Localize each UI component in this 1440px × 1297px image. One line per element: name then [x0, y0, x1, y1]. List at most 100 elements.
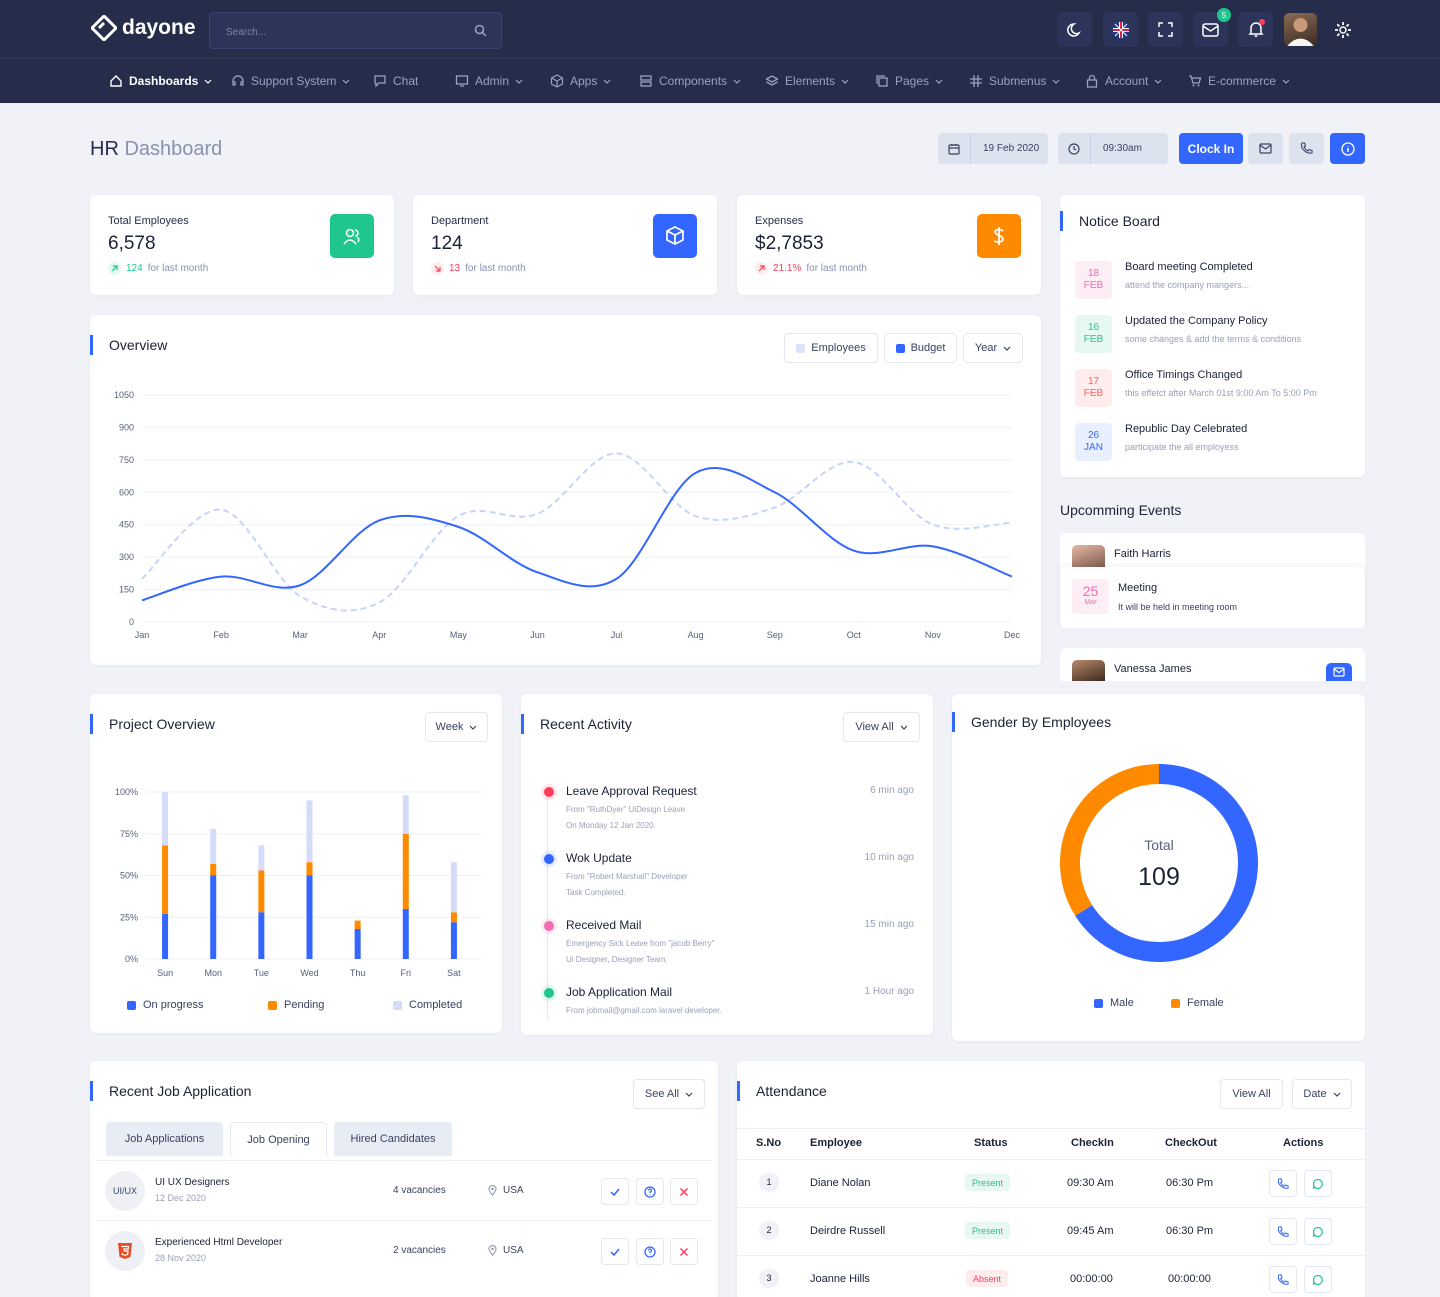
users-icon	[330, 214, 374, 258]
job-row[interactable]: UI/UX UI UX Designers 12 Dec 2020 4 vacanci…	[96, 1160, 712, 1220]
tab-job-opening[interactable]: Job Opening	[230, 1122, 327, 1156]
recent-activity-title: Recent Activity	[521, 714, 632, 734]
legend-completed: Completed	[393, 999, 462, 1011]
project-bar-pending	[450, 912, 457, 923]
message-button[interactable]	[1304, 1170, 1332, 1197]
phone-icon	[1277, 1273, 1289, 1286]
arrow-down-icon	[431, 262, 444, 275]
event-meeting-card[interactable]: 25 Mar Meeting It will be held in meetin…	[1060, 567, 1365, 628]
stat-change-suffix: for last month	[806, 263, 867, 274]
approve-button[interactable]	[601, 1238, 629, 1265]
nav-item-dashboards[interactable]: Dashboards	[109, 72, 212, 90]
attendance-view-all-button[interactable]: View All	[1220, 1079, 1283, 1109]
activity-title[interactable]: Leave Approval Request	[566, 784, 697, 798]
notification-dot	[1259, 19, 1265, 25]
nav-item-pages[interactable]: Pages	[875, 72, 943, 90]
week-select[interactable]: Week	[425, 712, 488, 742]
jobs-see-all-button[interactable]: See All	[633, 1079, 705, 1109]
clock-in-button[interactable]: Clock In	[1179, 133, 1243, 164]
notice-day: 17	[1087, 376, 1100, 387]
notice-item[interactable]: 16 FEB Updated the Company Policy some chan…	[1075, 313, 1365, 357]
nav-item-support-system[interactable]: Support System	[231, 72, 350, 90]
attendance-row[interactable]: 2 Deirdre Russell Present 09:45 Am 06:30 Pm	[737, 1207, 1365, 1254]
question-icon	[644, 1245, 656, 1258]
nav-item-account[interactable]: Account	[1085, 72, 1162, 90]
date-display[interactable]: 19 Feb 2020	[938, 133, 1048, 164]
attendance-date-select[interactable]: Date	[1292, 1079, 1352, 1109]
header-mail-button[interactable]	[1248, 133, 1283, 164]
nav-item-admin[interactable]: Admin	[455, 72, 523, 90]
project-bar-completed	[402, 795, 409, 834]
notice-month: FEB	[1083, 280, 1104, 291]
header-phone-button[interactable]	[1289, 133, 1324, 164]
activity-view-all-button[interactable]: View All	[843, 712, 920, 742]
notice-month: JAN	[1084, 442, 1103, 453]
overview-y-tick: 750	[119, 455, 134, 465]
time-display[interactable]: 09:30am	[1058, 133, 1168, 164]
message-button[interactable]	[1304, 1218, 1332, 1245]
stat-change: 21.1% for last month	[755, 262, 867, 275]
logo[interactable]: dayone	[91, 13, 196, 43]
chevron-down-icon	[1052, 79, 1060, 84]
message-button[interactable]	[1304, 1266, 1332, 1293]
legend-employees-button[interactable]: Employees	[784, 333, 878, 363]
fullscreen-button[interactable]	[1148, 12, 1183, 47]
notice-date-badge: 16 FEB	[1075, 315, 1112, 353]
help-button[interactable]	[636, 1178, 664, 1205]
donut-slice-female	[1060, 764, 1160, 916]
call-button[interactable]	[1269, 1266, 1297, 1293]
call-button[interactable]	[1269, 1218, 1297, 1245]
arrow-up-icon	[108, 262, 121, 275]
attendance-row[interactable]: 1 Diane Nolan Present 09:30 Am 06:30 Pm	[737, 1159, 1365, 1206]
nav-label: Dashboards	[129, 74, 199, 88]
activity-timeline-line	[547, 792, 548, 1020]
chevron-down-icon	[1282, 79, 1290, 84]
nav-item-submenus[interactable]: Submenus	[969, 72, 1060, 90]
reject-button[interactable]	[670, 1238, 698, 1265]
notice-item[interactable]: 17 FEB Office Timings Changed this effetct …	[1075, 367, 1365, 411]
period-select[interactable]: Year	[963, 333, 1023, 363]
attendance-row[interactable]: 3 Joanne Hills Absent 00:00:00 00:00:00	[737, 1255, 1365, 1297]
activity-title[interactable]: Wok Update	[566, 851, 632, 865]
search-icon[interactable]	[474, 24, 487, 37]
project-bar-pending	[210, 863, 217, 876]
event-date-badge: 25 Mar	[1072, 579, 1109, 614]
search-input[interactable]: Search...	[209, 12, 502, 49]
cube-icon	[550, 74, 564, 88]
event-person-card-2[interactable]: Vanessa James	[1060, 648, 1365, 681]
project-bar-on-progress	[162, 913, 169, 959]
user-avatar[interactable]	[1284, 13, 1317, 46]
tab-job-applications[interactable]: Job Applications	[106, 1122, 223, 1156]
event-mail-button[interactable]	[1326, 663, 1352, 681]
job-row[interactable]: Experienced Html Developer 28 Nov 2020 2 v…	[96, 1220, 712, 1280]
notice-item[interactable]: 26 JAN Republic Day Celebrated participate …	[1075, 421, 1365, 465]
messages-button[interactable]: 5	[1193, 8, 1231, 47]
notice-item[interactable]: 18 FEB Board meeting Completed attend the c…	[1075, 259, 1365, 303]
tab-hired-candidates[interactable]: Hired Candidates	[334, 1122, 452, 1156]
nav-item-elements[interactable]: Elements	[765, 72, 849, 90]
dark-mode-button[interactable]	[1057, 12, 1092, 47]
nav-item-chat[interactable]: Chat	[373, 72, 418, 90]
help-button[interactable]	[636, 1238, 664, 1265]
approve-button[interactable]	[601, 1178, 629, 1205]
overview-y-tick: 900	[119, 422, 134, 432]
activity-title[interactable]: Job Application Mail	[566, 985, 673, 999]
legend-budget-button[interactable]: Budget	[884, 333, 957, 363]
info-button[interactable]	[1330, 133, 1365, 164]
settings-button[interactable]	[1325, 12, 1360, 47]
nav-item-e-commerce[interactable]: E-commerce	[1188, 72, 1290, 90]
project-y-tick: 25%	[120, 912, 138, 922]
call-button[interactable]	[1269, 1170, 1297, 1197]
bell-icon	[1247, 22, 1264, 37]
activity-title[interactable]: Received Mail	[566, 918, 642, 932]
nav-item-apps[interactable]: Apps	[550, 72, 611, 90]
notifications-button[interactable]	[1238, 12, 1273, 47]
attendance-checkin: 09:30 Am	[1067, 1177, 1114, 1189]
activity-desc-line2: Ui Designer, Designer Team.	[566, 955, 668, 964]
project-bar-on-progress	[402, 908, 409, 959]
project-y-tick: 75%	[120, 829, 138, 839]
reject-button[interactable]	[670, 1178, 698, 1205]
language-button[interactable]	[1103, 12, 1138, 47]
project-y-tick: 100%	[115, 787, 138, 797]
nav-item-components[interactable]: Components	[639, 72, 741, 90]
